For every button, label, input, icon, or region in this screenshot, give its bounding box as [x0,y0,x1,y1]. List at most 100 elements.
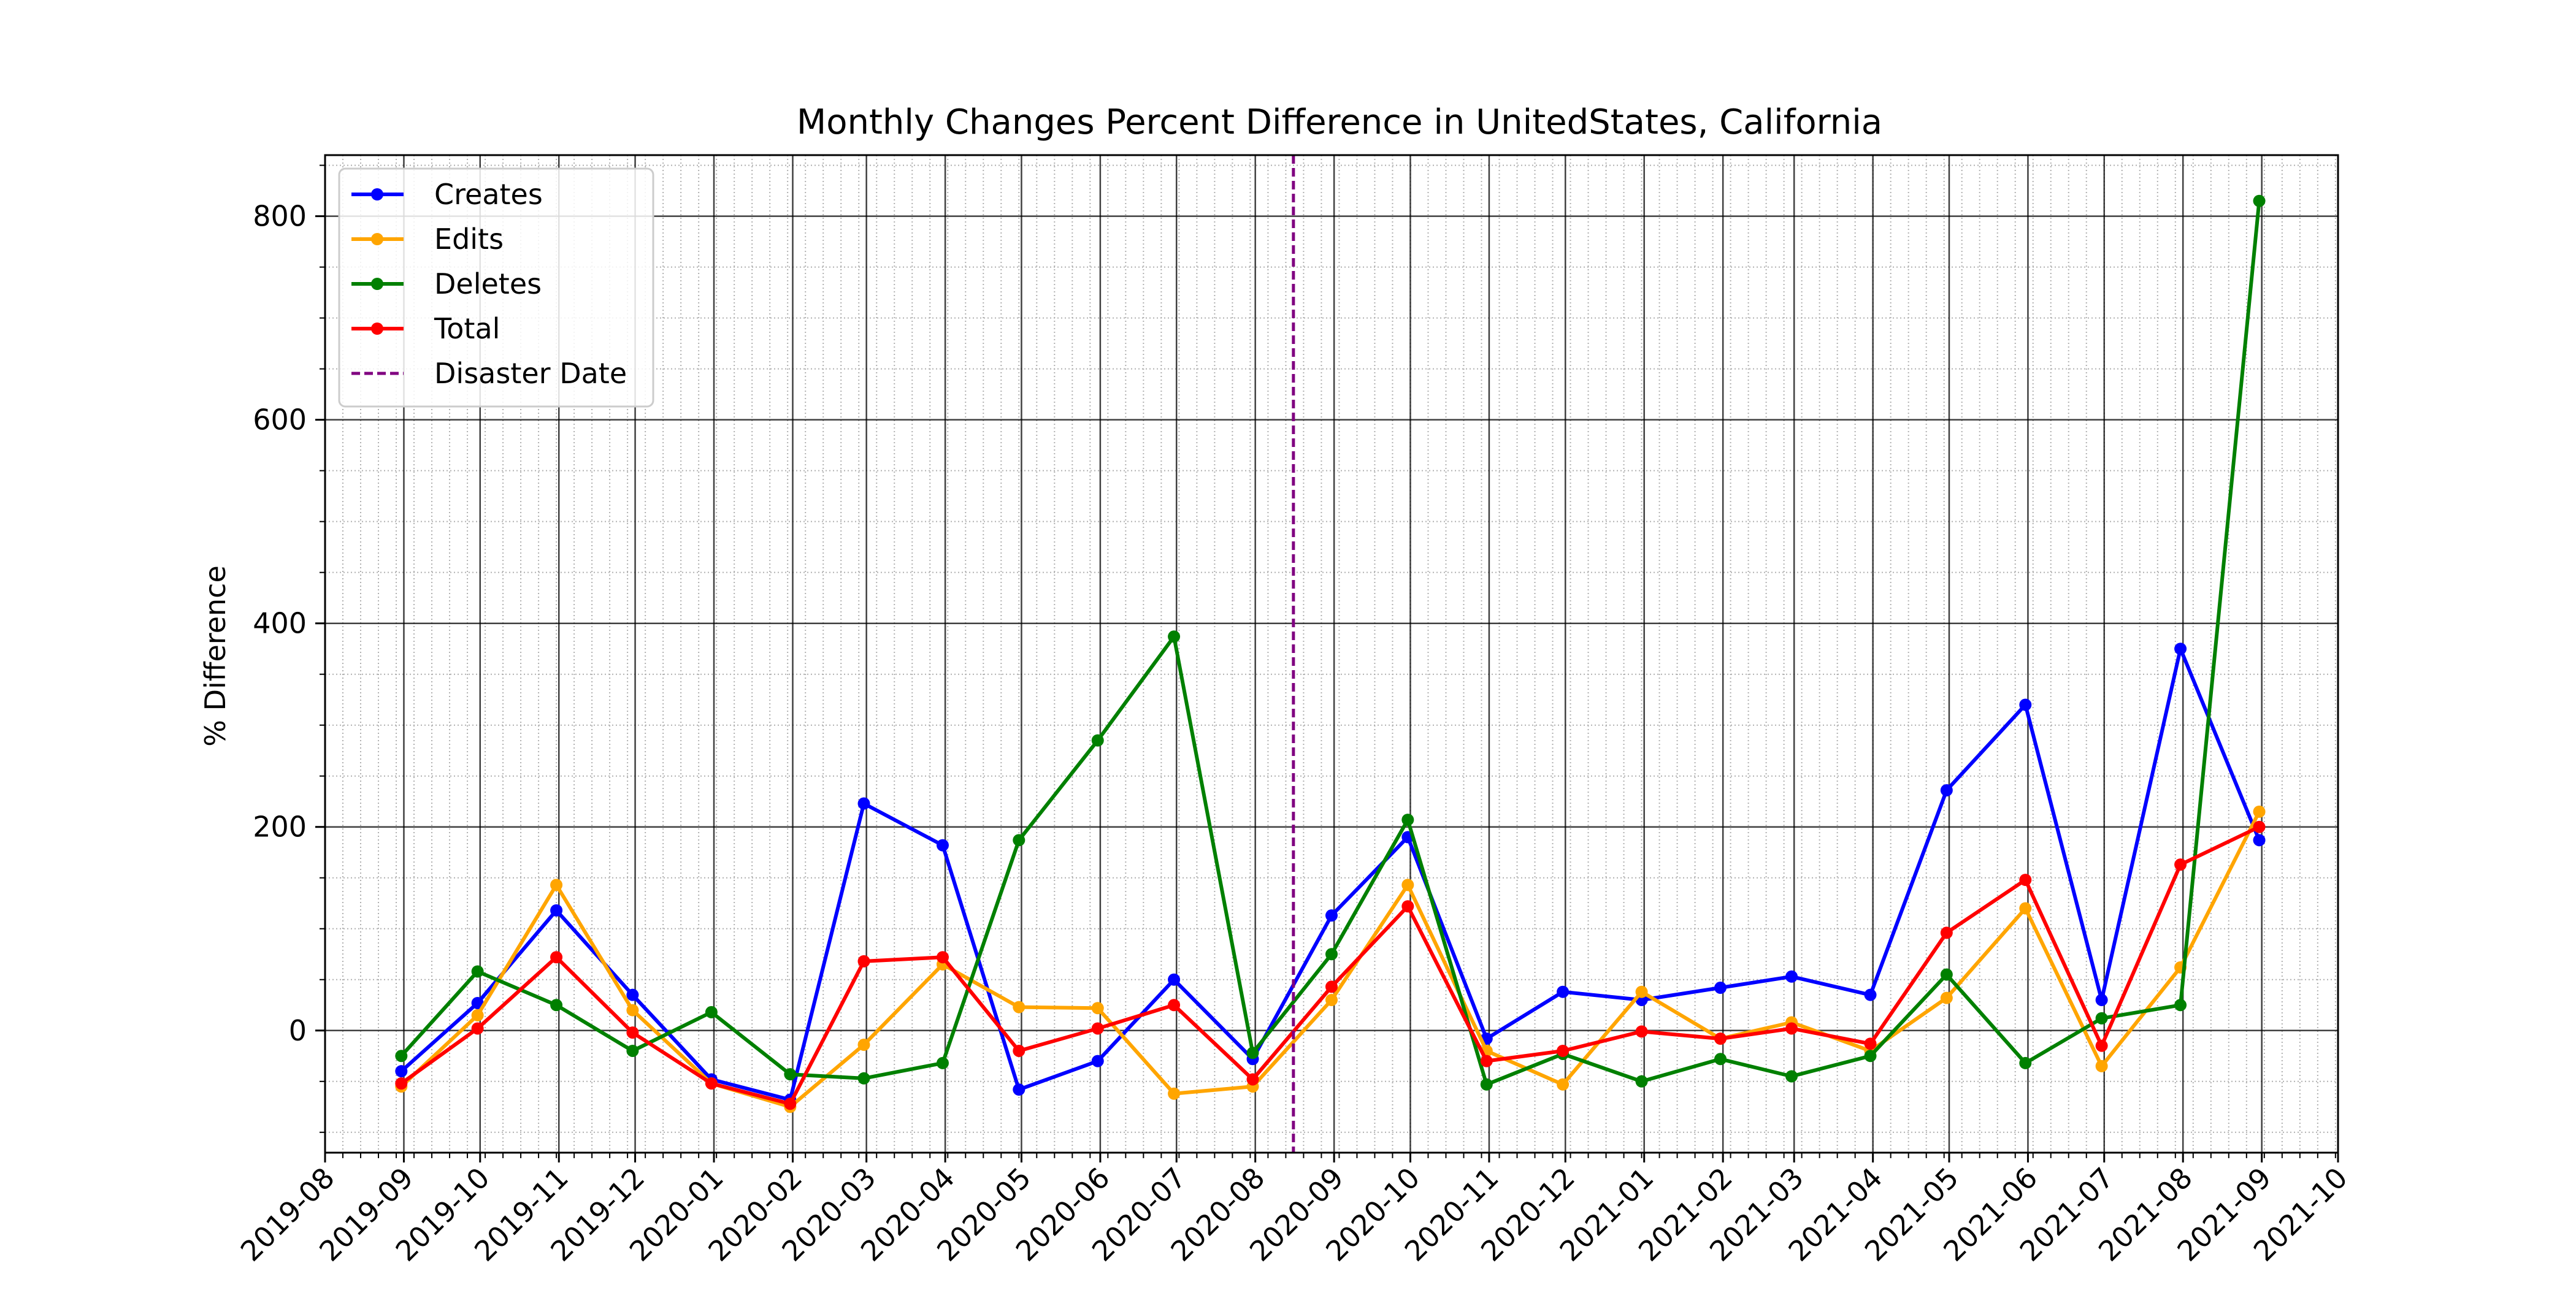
data-point-deletes [705,1006,718,1018]
legend-box [338,167,654,408]
data-point-creates [2095,993,2108,1006]
data-point-deletes [1785,1070,1798,1083]
legend-label: Edits [434,223,504,256]
legend-marker [371,233,383,245]
data-point-edits [2253,805,2266,818]
plot-frame [324,154,2339,1154]
data-point-total [1246,1073,1259,1086]
data-point-creates [2019,698,2032,711]
data-point-total [550,951,563,964]
legend-label: Disaster Date [434,357,627,390]
data-point-total [1785,1022,1798,1035]
data-point-deletes [471,965,484,978]
data-point-total [936,951,949,964]
data-point-total [1480,1055,1493,1067]
data-point-edits [1635,985,1648,998]
data-point-deletes [1480,1078,1493,1091]
data-point-deletes [1325,948,1338,961]
data-point-total [1940,926,1953,939]
data-point-deletes [550,999,563,1012]
data-point-total [1864,1037,1877,1050]
data-point-total [784,1097,797,1110]
data-point-creates [1785,970,1798,983]
data-point-deletes [1864,1050,1877,1063]
data-point-creates [1714,982,1727,994]
legend-label: Creates [434,178,543,211]
data-point-total [1635,1025,1648,1038]
data-point-creates [1940,784,1953,796]
data-point-deletes [784,1068,797,1081]
y-tick-label: 800 [253,200,307,233]
data-point-total [1714,1032,1727,1045]
series-layer [395,155,2266,1153]
data-point-total [857,955,870,968]
data-point-creates [471,996,484,1009]
data-point-edits [2095,1059,2108,1072]
data-point-total [395,1077,408,1090]
data-point-edits [471,1009,484,1021]
legend-label: Total [434,312,500,345]
data-point-creates [1864,988,1877,1001]
data-point-deletes [936,1056,949,1069]
data-point-deletes [857,1072,870,1085]
data-point-deletes [1168,630,1181,643]
data-point-deletes [1013,834,1025,847]
data-point-total [1557,1044,1570,1057]
data-point-total [1168,999,1181,1012]
data-point-total [1013,1044,1025,1057]
data-point-edits [1325,993,1338,1006]
data-point-creates [857,797,870,810]
data-point-edits [1940,991,1953,1004]
legend: Creates Edits Deletes Total Disaster Date [338,167,654,408]
data-point-total [705,1077,718,1090]
data-point-creates [2174,643,2187,655]
data-point-total [1401,900,1414,913]
data-point-deletes [2095,1012,2108,1025]
legend-marker [371,322,383,335]
y-tick-label: 0 [289,1014,307,1047]
data-point-total [2095,1039,2108,1052]
y-tick-label: 600 [253,403,307,437]
legend-marker [371,188,383,200]
data-point-deletes [2019,1056,2032,1069]
data-point-edits [1557,1078,1570,1091]
data-point-creates [1091,1055,1104,1067]
data-point-deletes [1246,1047,1259,1059]
data-point-deletes [1401,814,1414,826]
data-point-edits [2019,902,2032,915]
data-point-creates [936,839,949,852]
data-point-creates [1325,909,1338,922]
data-point-creates [2253,834,2266,847]
data-point-deletes [2253,194,2266,207]
legend-label: Deletes [434,267,542,300]
data-point-creates [550,904,563,917]
y-tick-label: 200 [253,811,307,844]
data-point-edits [857,1039,870,1051]
data-point-creates [395,1065,408,1078]
data-point-deletes [395,1050,408,1063]
data-point-creates [1557,985,1570,998]
data-point-edits [1091,1002,1104,1015]
data-point-deletes [1714,1053,1727,1066]
data-point-creates [1013,1083,1025,1096]
data-point-deletes [1091,734,1104,747]
data-point-total [471,1022,484,1035]
y-tick-label: 400 [253,607,307,640]
data-point-creates [626,988,639,1001]
data-point-edits [626,1004,639,1017]
data-point-total [2174,858,2187,871]
data-point-edits [1401,879,1414,891]
data-point-total [2019,874,2032,887]
data-point-total [1325,980,1338,993]
data-point-creates [1168,973,1181,986]
data-point-deletes [2174,999,2187,1012]
data-point-deletes [626,1044,639,1057]
y-axis-label: % Difference [199,565,232,746]
data-point-total [626,1026,639,1039]
data-point-edits [1013,1001,1025,1013]
data-point-deletes [1940,968,1953,981]
series-line-creates [400,647,2261,1102]
legend-marker [371,278,383,290]
